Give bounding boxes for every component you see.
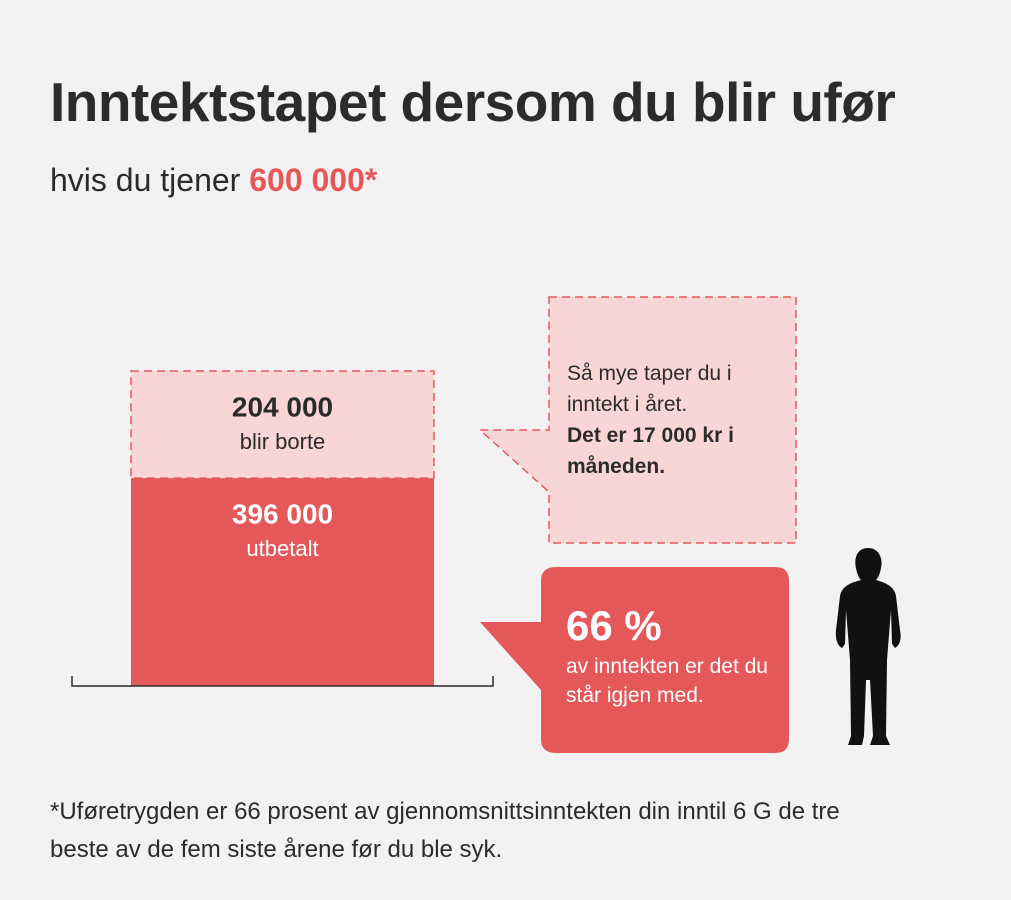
baseline (71, 676, 494, 687)
annotation-bold: Det er 17 000 kr i måneden. (567, 424, 734, 478)
subtitle-text: hvis du tjener (50, 162, 241, 198)
value-label: 396 000 (232, 498, 333, 529)
subtitle: hvis du tjener 600 000* (50, 162, 377, 199)
value-label: 204 000 (232, 391, 333, 422)
series-label: utbetalt (246, 536, 318, 561)
bar-group: 396 000 utbetalt 204 000 blir borte (130, 370, 435, 686)
callout-box (480, 567, 789, 753)
annotation: Så mye taper du i inntekt i året. Det er … (567, 358, 782, 482)
annotation-big: 66 % (566, 602, 662, 649)
bar-segment (131, 478, 434, 686)
annotation: 66 % av inntekten er det du står igjen me… (566, 600, 781, 710)
chart-title: Inntektstapet dersom du blir ufør (50, 71, 896, 133)
callout-box (478, 296, 797, 544)
subtitle-highlight: 600 000* (249, 162, 378, 198)
annotation-text: Så mye taper du i inntekt i året. (567, 362, 732, 416)
annotation-text: av inntekten er det du står igjen med. (566, 655, 768, 707)
person-silhouette (835, 548, 901, 745)
footnote: *Uføretrygden er 66 prosent av gjennomsn… (50, 798, 840, 863)
bar-segment (130, 370, 435, 479)
series-label: blir borte (240, 429, 326, 454)
